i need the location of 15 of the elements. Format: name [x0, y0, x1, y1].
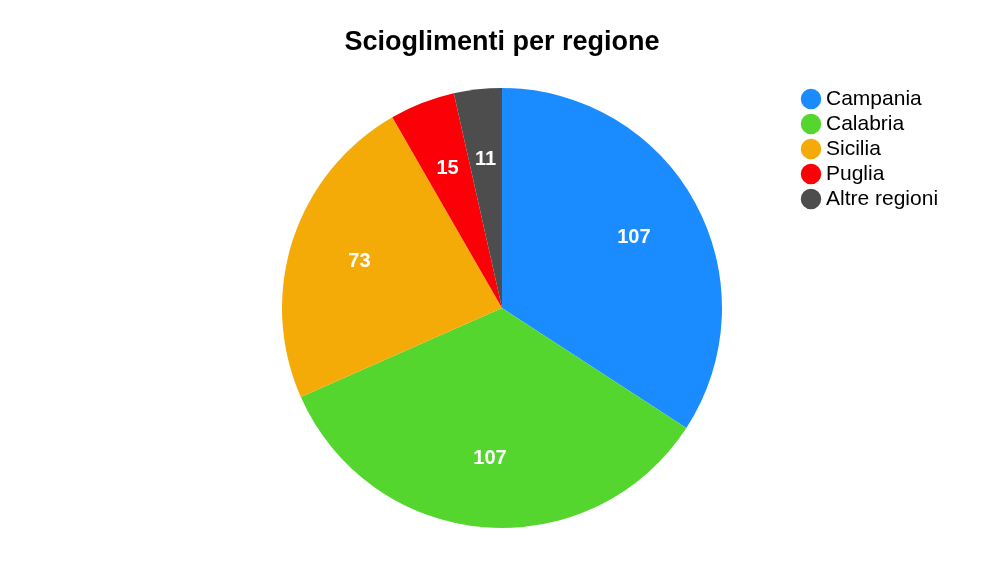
- legend-label: Altre regioni: [826, 186, 939, 209]
- pie-slice: [392, 93, 502, 308]
- data-label: 11: [474, 146, 497, 169]
- legend-label: Sicilia: [826, 136, 882, 159]
- pie-slice: [282, 117, 502, 398]
- legend-label: Campania: [826, 86, 923, 109]
- pie-slice: [300, 308, 687, 528]
- legend-label: Calabria: [826, 111, 905, 134]
- legend-label: Puglia: [826, 161, 885, 184]
- chart-title: Scioglimenti per regione: [344, 26, 660, 56]
- data-label: 107: [617, 224, 651, 247]
- data-label: 15: [436, 156, 459, 179]
- data-label: 107: [473, 445, 507, 468]
- pie-slice: [502, 88, 722, 429]
- data-label: 73: [348, 249, 371, 272]
